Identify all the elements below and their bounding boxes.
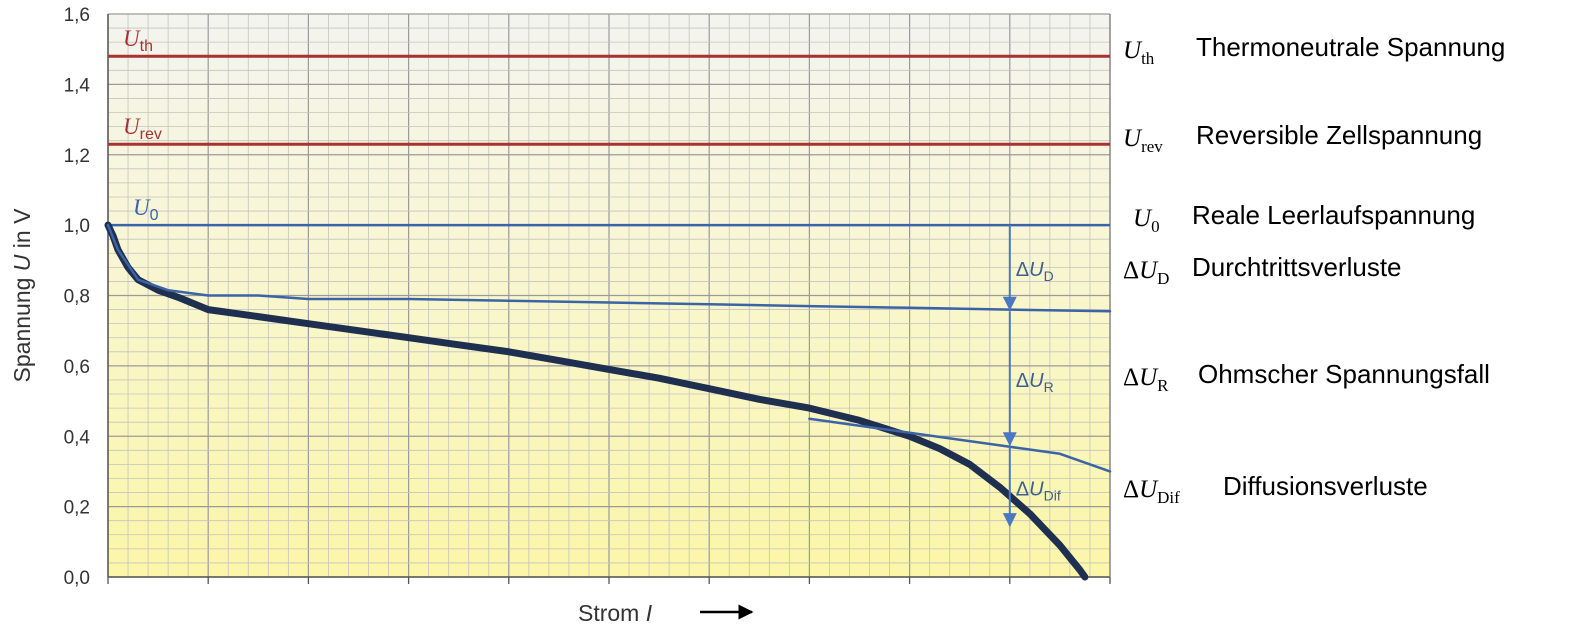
legend-symbol-letter: U <box>1139 257 1159 284</box>
delta-sub: D <box>1044 268 1054 284</box>
axes <box>107 14 1111 584</box>
legend-u0: U0 Reale Leerlaufspannung <box>1133 200 1475 236</box>
y-tick-label: 1,4 <box>64 75 91 96</box>
legend-symbol-letter: U <box>1139 364 1159 391</box>
series-diffusion <box>808 417 1112 473</box>
reference-label-symbol: U <box>123 26 141 51</box>
reference-label-sub: 0 <box>150 207 159 224</box>
legend-udif-symbol: ΔUDif <box>1123 476 1180 507</box>
legend-urev-symbol: Urev <box>1123 125 1163 156</box>
legend-prefix: Δ <box>1123 364 1139 391</box>
x-axis-title-part: I <box>639 600 652 626</box>
series <box>104 221 1112 581</box>
y-axis-title-part: in <box>9 230 35 254</box>
legend-prefix: Δ <box>1123 257 1139 284</box>
legend-ud-text: Durchtrittsverluste <box>1192 252 1402 282</box>
delta-symbol: U <box>1029 478 1044 500</box>
delta-prefix: Δ <box>1016 259 1029 281</box>
legend-symbol-letter: U <box>1133 205 1153 232</box>
arrow-dif-label: ΔUDif <box>1016 478 1061 503</box>
reference-label-sub: th <box>140 38 153 55</box>
delta-sub: Dif <box>1044 487 1061 503</box>
legend-uth-symbol: Uth <box>1123 37 1155 68</box>
legend-u0-text: Reale Leerlaufspannung <box>1192 200 1475 230</box>
reference-label-symbol: U <box>133 195 151 220</box>
legend-prefix: Δ <box>1123 476 1139 503</box>
x-axis-title-group: Strom I <box>578 600 754 626</box>
arrow-d-label: ΔUD <box>1016 259 1054 284</box>
x-axis-title: Strom I <box>578 600 653 626</box>
reference-label-sub: rev <box>140 126 162 143</box>
legend-symbol-sub: R <box>1157 376 1169 395</box>
delta-prefix: Δ <box>1016 478 1029 500</box>
x-axis-title-part: Strom <box>578 600 639 626</box>
legend-symbol-sub: th <box>1141 49 1155 68</box>
y-tick-label: 0,4 <box>64 427 91 448</box>
legend-urev-text: Reversible Zellspannung <box>1196 120 1482 150</box>
legend-ur-text: Ohmscher Spannungsfall <box>1198 359 1490 389</box>
tick-labels: 0,0 0,2 0,4 0,6 0,8 1,0 1,2 1,4 1,6 <box>64 5 91 589</box>
reference-label-urev: Urev <box>123 114 162 143</box>
legend-symbol-sub: 0 <box>1151 217 1160 236</box>
series-ohmsch <box>106 223 1112 313</box>
legend-ur-symbol: ΔUR <box>1123 364 1169 395</box>
legend-ud-symbol: ΔUD <box>1123 257 1169 288</box>
legend-symbol-sub: rev <box>1141 137 1163 156</box>
legend-u0-symbol: U0 <box>1133 205 1160 236</box>
y-axis-title: Spannung U in V <box>9 208 35 383</box>
y-tick-label: 1,0 <box>64 216 90 237</box>
legend-urev: Urev Reversible Zellspannung <box>1123 120 1482 156</box>
reference-label-uth: Uth <box>123 26 153 55</box>
y-axis-title-part: V <box>9 208 35 230</box>
legend: Uth Thermoneutrale Spannung Urev Reversible… <box>1123 32 1505 507</box>
legend-ud: ΔUD Durchtrittsverluste <box>1123 252 1402 288</box>
delta-symbol: U <box>1029 259 1044 281</box>
y-axis-title-part: U <box>9 254 35 277</box>
legend-uth: Uth Thermoneutrale Spannung <box>1123 32 1505 68</box>
delta-sub: R <box>1044 379 1054 395</box>
reference-label-symbol: U <box>123 114 141 139</box>
legend-symbol-letter: U <box>1123 125 1143 152</box>
legend-uth-text: Thermoneutrale Spannung <box>1196 32 1505 62</box>
y-tick-label: 0,2 <box>64 498 90 519</box>
series-kennlinie <box>104 221 1089 581</box>
arrow-r-label: ΔUR <box>1016 370 1054 395</box>
y-tick-label: 0,6 <box>64 357 90 378</box>
delta-symbol: U <box>1029 370 1044 392</box>
reference-label-u0: U0 <box>133 195 159 224</box>
legend-symbol-letter: U <box>1123 37 1143 64</box>
delta-prefix: Δ <box>1016 370 1029 392</box>
legend-symbol-sub: Dif <box>1157 488 1180 507</box>
legend-udif: ΔUDif Diffusionsverluste <box>1123 471 1428 507</box>
y-tick-label: 1,2 <box>64 146 90 167</box>
legend-symbol-letter: U <box>1139 476 1159 503</box>
y-tick-label: 0,0 <box>64 568 90 589</box>
legend-udif-text: Diffusionsverluste <box>1223 471 1428 501</box>
y-tick-label: 1,6 <box>64 5 90 26</box>
legend-ur: ΔUR Ohmscher Spannungsfall <box>1123 359 1490 395</box>
legend-symbol-sub: D <box>1157 269 1169 288</box>
y-axis-title-part: Spannung <box>9 278 35 383</box>
y-tick-label: 0,8 <box>64 287 90 308</box>
